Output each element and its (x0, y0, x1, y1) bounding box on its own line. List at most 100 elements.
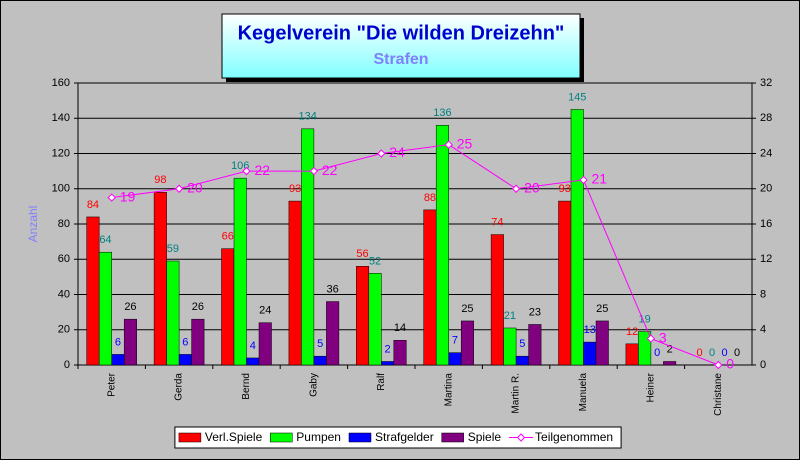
legend-swatch (348, 432, 372, 443)
bar (503, 327, 517, 366)
value-label: 93 (559, 183, 571, 195)
y2-tick-label: 28 (760, 112, 772, 124)
bar (368, 273, 382, 366)
bar (98, 251, 112, 366)
legend-label: Strafgelder (375, 430, 434, 444)
value-label: 6 (182, 336, 188, 348)
line-marker (511, 184, 521, 193)
value-label: 25 (457, 135, 473, 151)
line-marker (579, 175, 588, 185)
bar (663, 361, 677, 366)
legend-swatch (441, 432, 464, 443)
value-label: 64 (99, 234, 111, 246)
value-label: 66 (222, 231, 234, 243)
line-marker (242, 166, 251, 176)
bar (460, 320, 474, 366)
legend-swatch (178, 432, 202, 443)
x-tick-label: Christane (713, 373, 724, 416)
value-label: 0 (726, 356, 734, 372)
value-label: 2 (667, 343, 673, 355)
legend-label: Verl.Spiele (205, 430, 263, 444)
value-label: 98 (154, 174, 166, 186)
value-label: 5 (519, 338, 525, 350)
y-tick-label: 60 (58, 253, 70, 265)
y-tick-label: 20 (58, 324, 70, 336)
x-tick-label: Gerda (174, 373, 185, 401)
value-label: 22 (322, 162, 338, 178)
value-label: 88 (424, 192, 436, 204)
bar (301, 128, 315, 366)
bar (233, 177, 247, 366)
bar (448, 352, 462, 366)
line-marker (714, 360, 723, 370)
bar (515, 355, 529, 366)
value-label: 5 (317, 338, 323, 350)
y2-tick-label: 16 (760, 218, 772, 230)
value-label: 13 (584, 324, 596, 336)
value-label: 59 (167, 243, 179, 255)
value-label: 21 (592, 171, 608, 187)
bar (558, 200, 572, 366)
bar (625, 343, 639, 366)
value-label: 20 (187, 179, 203, 195)
y-tick-label: 120 (52, 147, 70, 159)
value-label: 74 (491, 216, 503, 228)
value-label: 21 (504, 310, 516, 322)
value-label: 7 (452, 335, 458, 347)
value-label: 12 (626, 326, 638, 338)
legend-marker (516, 433, 526, 442)
x-tick-label: Peter (106, 372, 117, 397)
value-label: 56 (356, 248, 368, 260)
bar (153, 192, 167, 366)
bar (178, 354, 192, 366)
value-label: 0 (696, 347, 702, 359)
bar (583, 341, 597, 366)
bar (111, 354, 125, 366)
y-tick-label: 100 (52, 183, 70, 195)
x-tick-label: Gaby (309, 373, 320, 397)
y-tick-label: 140 (52, 112, 70, 124)
value-label: 145 (568, 91, 586, 103)
y2-tick-label: 20 (760, 183, 772, 195)
y-tick-label: 0 (64, 359, 70, 371)
legend-label: Teilgenommen (535, 430, 613, 444)
y-tick-label: 80 (58, 218, 70, 230)
value-label: 3 (659, 329, 667, 345)
bar (86, 216, 100, 366)
y2-tick-label: 32 (760, 77, 772, 89)
x-tick-label: Ralf (376, 373, 387, 391)
bar (258, 322, 272, 366)
legend-box (174, 426, 622, 449)
bar (123, 318, 137, 366)
value-label: 0 (721, 347, 727, 359)
value-label: 24 (259, 305, 271, 317)
title-box (221, 13, 581, 79)
line-marker (107, 193, 116, 202)
bar (356, 266, 370, 366)
y2-tick-label: 24 (760, 147, 772, 159)
line-marker (174, 184, 184, 193)
bar (595, 320, 609, 366)
bar (435, 125, 449, 366)
value-label: 0 (734, 347, 740, 359)
value-label: 0 (709, 347, 715, 359)
bar (381, 361, 395, 366)
line (111, 144, 719, 366)
line-marker (646, 334, 656, 343)
value-label: 36 (327, 283, 339, 295)
legend-swatch (270, 432, 293, 443)
value-label: 25 (596, 303, 608, 315)
legend-label: Pumpen (296, 430, 341, 444)
bar (166, 260, 180, 366)
y2-tick-label: 4 (760, 324, 766, 336)
line-marker (377, 149, 386, 158)
y-tick-label: 160 (52, 77, 70, 89)
y2-tick-label: 8 (760, 288, 766, 300)
x-tick-label: Martina (443, 373, 454, 407)
y-tick-label: 40 (58, 288, 70, 300)
bar (490, 234, 504, 366)
bar (423, 209, 437, 366)
value-label: 22 (255, 162, 271, 178)
bar (246, 357, 260, 366)
